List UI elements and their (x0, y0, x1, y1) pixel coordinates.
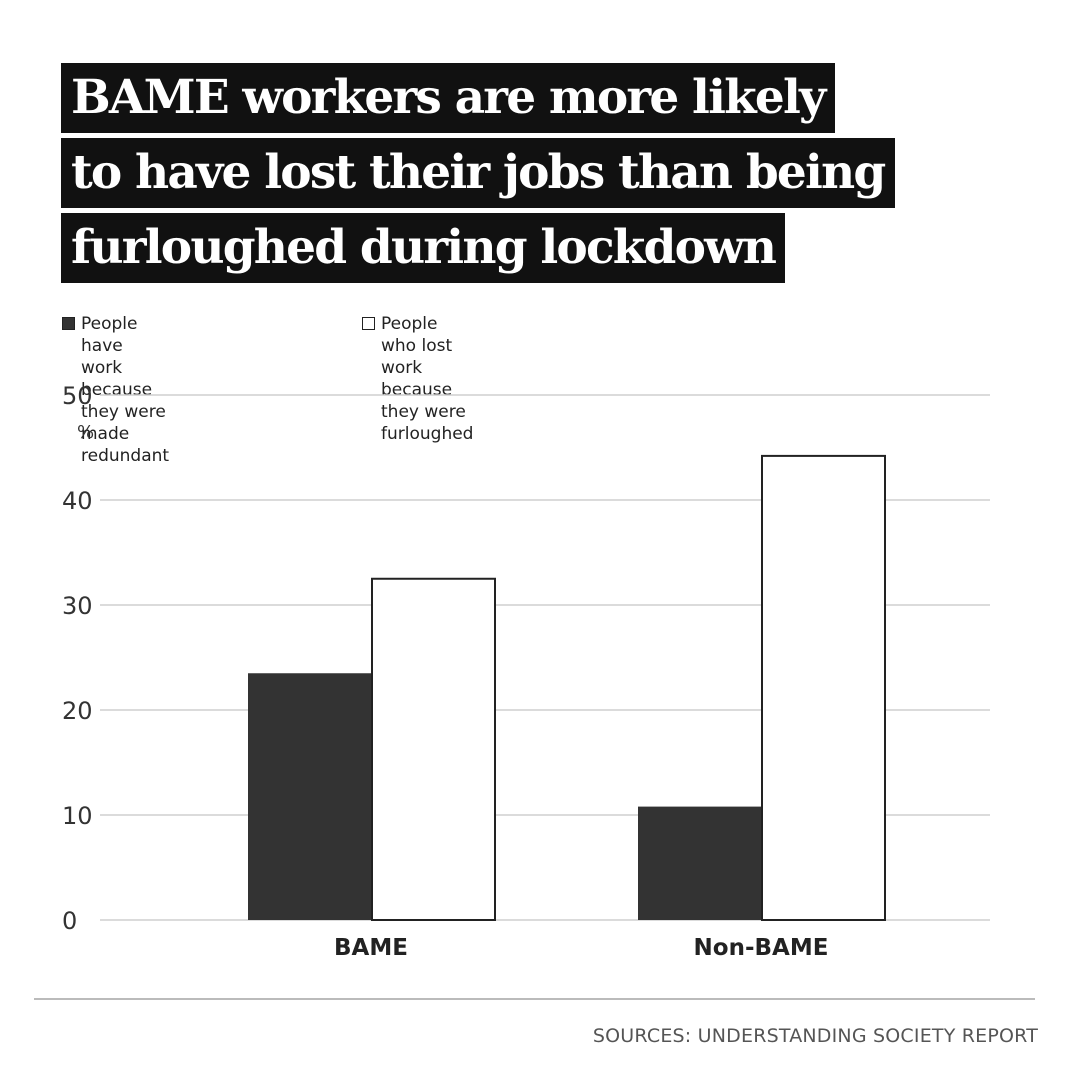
title-line-2: to have lost their jobs than being (61, 138, 895, 208)
bar-non-bame-series-2 (761, 454, 886, 921)
legend-label-furloughed: People who lost work because they were f… (381, 314, 474, 444)
x-category-label-non-bame: Non-BAME (694, 935, 829, 961)
legend-label-redundant: People have work because they were made … (81, 314, 170, 466)
bar-bame-series-2 (371, 577, 496, 921)
x-category-label-bame: BAME (334, 935, 408, 961)
legend-swatch-white (362, 317, 375, 330)
y-tick-label-40: 40 (62, 487, 93, 515)
legend-item-furloughed: People who lost work because they were f… (362, 313, 473, 445)
chart-title: BAME workers are more likely to have los… (61, 63, 895, 288)
footer-divider (34, 998, 1035, 1000)
y-tick-label-50: 50 (62, 382, 93, 410)
source-note: SOURCES: UNDERSTANDING SOCIETY REPORT (592, 1025, 1038, 1047)
y-axis-unit: % (77, 422, 94, 443)
bar-non-bame-series-1 (638, 806, 761, 920)
y-tick-label-30: 30 (62, 592, 93, 620)
title-line-1: BAME workers are more likely (61, 63, 835, 133)
title-line-3: furloughed during lockdown (61, 213, 786, 283)
bar-chart: 0 10 20 30 40 50% BAME Non-BAME (62, 382, 990, 961)
bar-bame-series-1 (248, 673, 371, 920)
y-tick-label-10: 10 (62, 802, 93, 830)
legend-swatch-dark (62, 317, 75, 330)
legend-item-redundant: People have work because they were made … (62, 313, 169, 467)
y-tick-label-20: 20 (62, 697, 93, 725)
y-tick-label-0: 0 (62, 907, 77, 935)
